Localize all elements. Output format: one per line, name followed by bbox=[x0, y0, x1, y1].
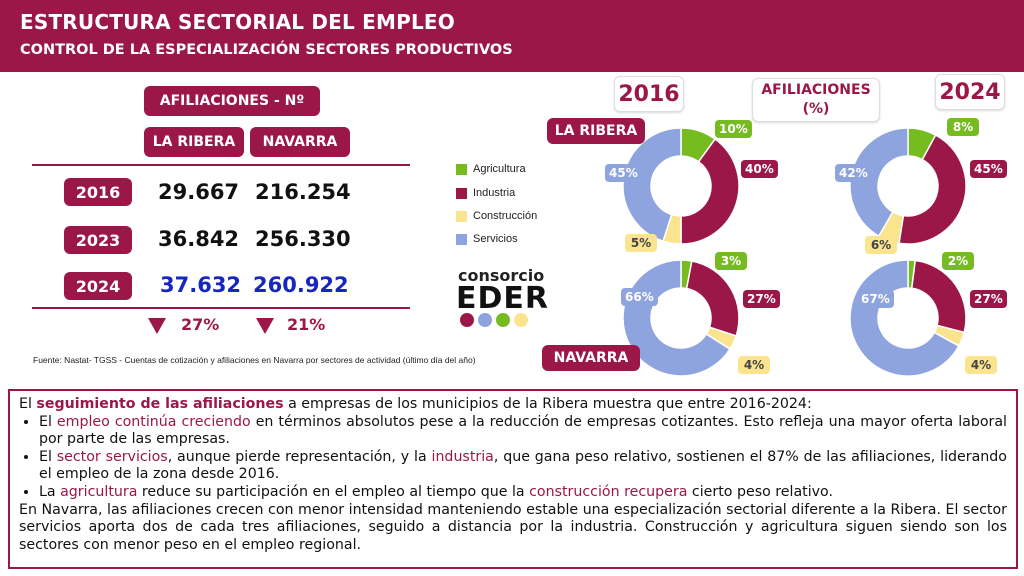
year-label-2016: 2016 bbox=[614, 76, 684, 112]
legend-label: Servicios bbox=[473, 233, 518, 245]
measure-label-line1: AFILIACIONES bbox=[761, 82, 871, 98]
value-ribera-2023: 36.842 bbox=[158, 227, 240, 251]
table-heading: AFILIACIONES - Nº bbox=[144, 86, 320, 116]
donut-slice-ind bbox=[898, 134, 967, 245]
logo-text-eder: EDER bbox=[456, 281, 549, 316]
legend-swatch bbox=[456, 233, 467, 245]
summary-bullets: El empleo continúa creciendo en términos… bbox=[39, 414, 1007, 502]
col-header-navarra: NAVARRA bbox=[250, 127, 350, 157]
value-navarra-2023: 256.330 bbox=[255, 227, 351, 251]
down-triangle-icon bbox=[256, 318, 274, 334]
donut-label-con: 4% bbox=[965, 356, 997, 374]
measure-label: AFILIACIONES (%) bbox=[752, 78, 880, 122]
donut-label-agri: 2% bbox=[942, 252, 974, 270]
donut-label-agri: 10% bbox=[715, 120, 752, 138]
donut-slice-ind bbox=[680, 138, 740, 245]
donut-label-ser: 42% bbox=[835, 164, 872, 182]
legend-label: Agricultura bbox=[473, 163, 526, 175]
row-year-2023: 2023 bbox=[64, 226, 132, 254]
header-banner: ESTRUCTURA SECTORIAL DEL EMPLEO CONTROL … bbox=[0, 0, 1024, 72]
value-ribera-2016: 29.667 bbox=[158, 180, 240, 204]
legend-item-servicios: Servicios bbox=[456, 233, 518, 245]
logo-dot-icon bbox=[478, 313, 492, 327]
summary-text-box: El seguimiento de las afiliaciones a emp… bbox=[8, 389, 1018, 569]
legend-item-industria: Industria bbox=[456, 187, 515, 199]
donut-label-con: 6% bbox=[865, 236, 897, 254]
page-title: ESTRUCTURA SECTORIAL DEL EMPLEO bbox=[20, 10, 455, 34]
region-label-navarra: NAVARRA bbox=[542, 345, 640, 371]
summary-bullet: El empleo continúa creciendo en términos… bbox=[39, 414, 1007, 449]
legend-item-agricultura: Agricultura bbox=[456, 163, 526, 175]
donut-label-ind: 40% bbox=[741, 160, 778, 178]
table-bottom-rule bbox=[32, 307, 410, 309]
legend-item-construccion: Construcción bbox=[456, 210, 537, 222]
legend-swatch bbox=[456, 210, 467, 222]
legend-label: Construcción bbox=[473, 210, 538, 222]
donut-slice-ind bbox=[685, 260, 740, 337]
donut-label-con: 5% bbox=[625, 234, 657, 252]
summary-bullet: La agricultura reduce su participación e… bbox=[39, 484, 1007, 502]
table-top-rule bbox=[32, 164, 410, 166]
value-navarra-2024: 260.922 bbox=[253, 273, 349, 297]
logo-dot-icon bbox=[496, 313, 510, 327]
donut-label-agri: 8% bbox=[947, 118, 979, 136]
logo-text-consorcio: consorcio bbox=[458, 266, 545, 285]
page-subtitle: CONTROL DE LA ESPECIALIZACIÓN SECTORES P… bbox=[20, 42, 513, 58]
donut-slice-ser bbox=[622, 127, 682, 243]
year-label-2024: 2024 bbox=[935, 74, 1005, 110]
donut-label-ind: 27% bbox=[743, 290, 780, 308]
logo-dot-icon bbox=[514, 313, 528, 327]
donut-label-con: 4% bbox=[738, 356, 770, 374]
donut-label-ser: 45% bbox=[605, 164, 642, 182]
donut-slice-ser bbox=[849, 127, 909, 238]
row-year-2024: 2024 bbox=[64, 272, 132, 300]
donut-slice-ser bbox=[849, 259, 960, 377]
change-navarra: 21% bbox=[287, 315, 326, 334]
donut-label-ser: 67% bbox=[857, 290, 894, 308]
row-year-2016: 2016 bbox=[64, 178, 132, 206]
legend-swatch bbox=[456, 163, 467, 175]
measure-label-line2: (%) bbox=[802, 101, 830, 117]
logo-dot-icon bbox=[460, 313, 474, 327]
region-label-ribera: LA RIBERA bbox=[547, 118, 645, 144]
donut-label-ser: 66% bbox=[621, 288, 658, 306]
value-navarra-2016: 216.254 bbox=[255, 180, 351, 204]
summary-bullet: El sector servicios, aunque pierde repre… bbox=[39, 449, 1007, 484]
legend-label: Industria bbox=[473, 187, 516, 199]
summary-intro: El seguimiento de las afiliaciones a emp… bbox=[19, 396, 812, 412]
donut-label-ind: 27% bbox=[970, 290, 1007, 308]
donut-slice-ind bbox=[910, 259, 967, 334]
logo-dots bbox=[460, 313, 528, 327]
legend-swatch bbox=[456, 187, 467, 199]
col-header-ribera: LA RIBERA bbox=[144, 127, 244, 157]
summary-closing: En Navarra, las afiliaciones crecen con … bbox=[19, 501, 1007, 553]
donut-label-ind: 45% bbox=[970, 160, 1007, 178]
change-ribera: 27% bbox=[181, 315, 220, 334]
source-note: Fuente: Nastat- TGSS - Cuentas de cotiza… bbox=[33, 355, 476, 365]
donut-label-agri: 3% bbox=[715, 252, 747, 270]
down-triangle-icon bbox=[148, 318, 166, 334]
value-ribera-2024: 37.632 bbox=[160, 273, 242, 297]
